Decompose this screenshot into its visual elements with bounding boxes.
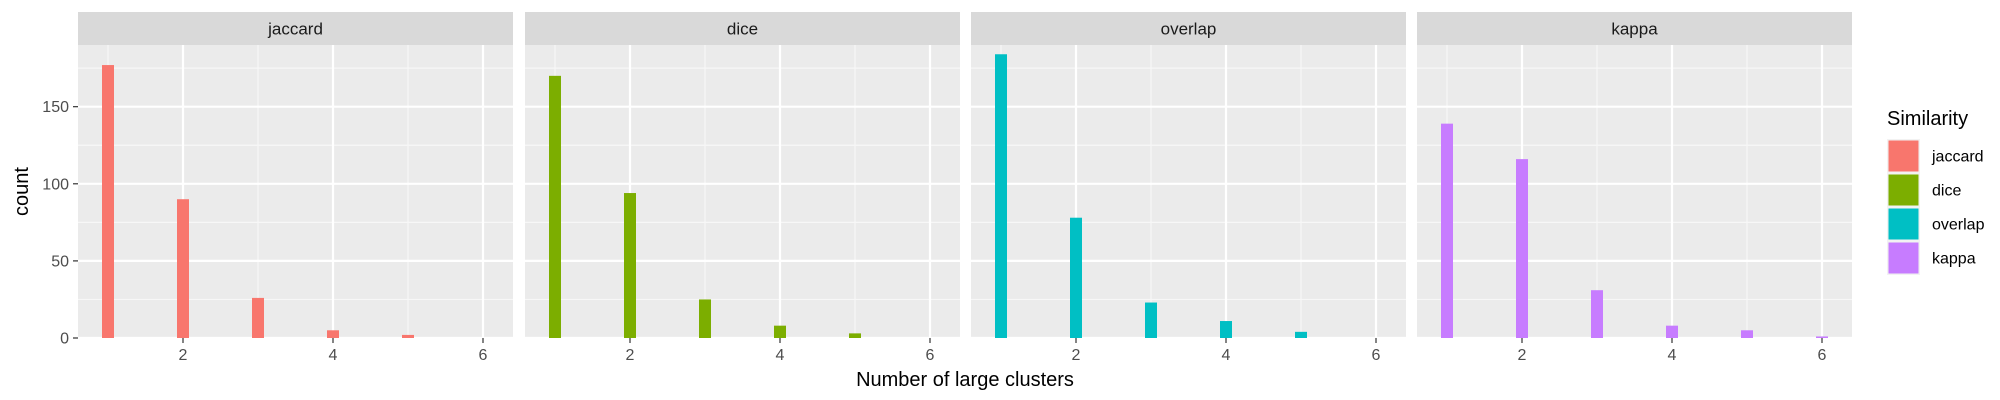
x-tick-label: 6 bbox=[1818, 347, 1827, 364]
x-tick-label: 6 bbox=[479, 347, 488, 364]
facet-strip bbox=[525, 12, 960, 45]
legend-label-overlap: overlap bbox=[1932, 217, 1985, 234]
x-tick-label: 6 bbox=[1372, 347, 1381, 364]
legend: Similarity jaccard dice overlap kappa bbox=[1887, 108, 1985, 275]
legend-label-dice: dice bbox=[1932, 183, 1961, 200]
bar-kappa-3 bbox=[1591, 290, 1603, 338]
facet-panels: jaccard 2 4 6 dice 2 4 6 overlap 2 4 6 kappa 2 4 6 bbox=[78, 12, 1852, 364]
facet-strip bbox=[1417, 12, 1852, 45]
x-tick-label: 2 bbox=[1072, 347, 1081, 364]
panel-dice: dice 2 4 6 bbox=[525, 12, 960, 364]
x-tick-label: 4 bbox=[329, 347, 338, 364]
x-tick-label: 4 bbox=[776, 347, 785, 364]
bar-jaccard-1 bbox=[102, 65, 114, 339]
bar-jaccard-2 bbox=[177, 199, 189, 338]
bar-jaccard-4 bbox=[327, 330, 339, 338]
y-tick-label: 0 bbox=[60, 331, 69, 348]
bar-overlap-1 bbox=[995, 54, 1007, 339]
plot-background bbox=[1417, 45, 1852, 338]
facet-strip-label: overlap bbox=[1161, 20, 1217, 39]
legend-key-jaccard bbox=[1888, 140, 1919, 172]
facet-strip-label: jaccard bbox=[267, 20, 323, 39]
x-tick-label: 2 bbox=[179, 347, 188, 364]
y-axis: 0 50 100 150 bbox=[42, 99, 78, 348]
x-axis-title: Number of large clusters bbox=[856, 369, 1074, 391]
bar-jaccard-3 bbox=[252, 297, 264, 338]
facet-strip bbox=[78, 12, 513, 45]
legend-key-dice bbox=[1888, 174, 1919, 206]
bar-overlap-4 bbox=[1220, 321, 1232, 338]
bar-kappa-4 bbox=[1666, 325, 1678, 338]
plot-background bbox=[971, 45, 1406, 338]
y-axis-title: count bbox=[11, 167, 33, 216]
bar-kappa-2 bbox=[1516, 159, 1528, 338]
y-tick-label: 50 bbox=[51, 253, 69, 270]
bar-overlap-5 bbox=[1295, 331, 1307, 338]
bar-kappa-5 bbox=[1741, 330, 1753, 338]
bar-overlap-3 bbox=[1145, 302, 1157, 338]
legend-label-kappa: kappa bbox=[1932, 251, 1976, 268]
legend-key-overlap bbox=[1888, 208, 1919, 240]
x-tick-label: 2 bbox=[1518, 347, 1527, 364]
y-tick-label: 150 bbox=[42, 99, 69, 116]
plot-background bbox=[525, 45, 960, 338]
facet-strip-label: kappa bbox=[1611, 20, 1658, 39]
bar-dice-2 bbox=[624, 193, 636, 338]
bar-dice-4 bbox=[774, 325, 786, 338]
bar-dice-1 bbox=[549, 75, 561, 338]
x-tick-label: 4 bbox=[1222, 347, 1231, 364]
x-tick-label: 4 bbox=[1668, 347, 1677, 364]
panel-kappa: kappa 2 4 6 bbox=[1417, 12, 1852, 364]
bar-kappa-1 bbox=[1441, 123, 1453, 338]
x-tick-label: 6 bbox=[926, 347, 935, 364]
facet-strip-label: dice bbox=[727, 20, 758, 39]
bar-jaccard-5 bbox=[402, 334, 414, 338]
legend-title: Similarity bbox=[1887, 108, 1968, 130]
x-tick-label: 2 bbox=[626, 347, 635, 364]
y-tick-label: 100 bbox=[42, 176, 69, 193]
bar-overlap-2 bbox=[1070, 217, 1082, 338]
bar-kappa-6 bbox=[1816, 336, 1828, 338]
bar-dice-5 bbox=[849, 333, 861, 338]
panel-jaccard: jaccard 2 4 6 bbox=[78, 12, 513, 364]
bar-dice-3 bbox=[699, 299, 711, 338]
plot-background bbox=[78, 45, 513, 338]
panel-overlap: overlap 2 4 6 bbox=[971, 12, 1406, 364]
facet-strip bbox=[971, 12, 1406, 45]
legend-label-jaccard: jaccard bbox=[1931, 149, 1984, 166]
legend-key-kappa bbox=[1888, 242, 1919, 274]
